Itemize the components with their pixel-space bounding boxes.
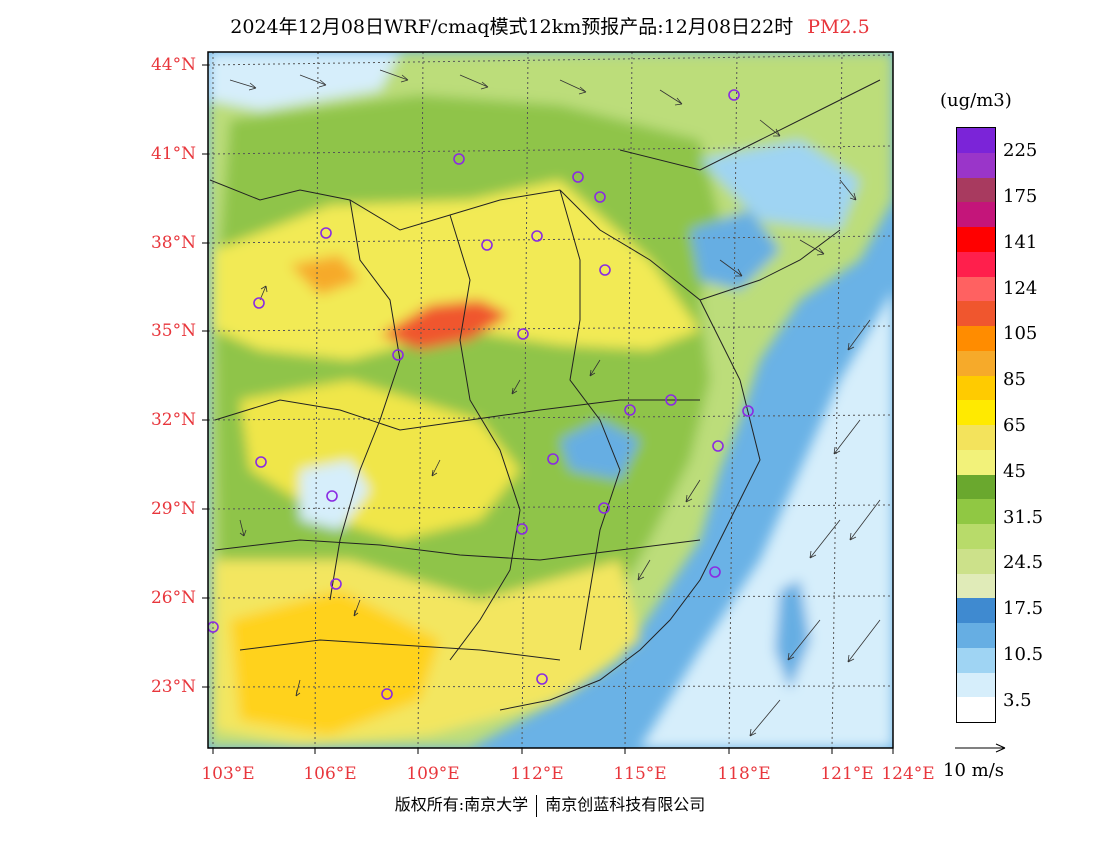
lat-label-26: 26°N [150, 588, 196, 608]
lat-label-35: 35°N [150, 321, 196, 341]
legend-label-31-5: 31.5 [1003, 507, 1044, 528]
color-bar-swatch [957, 623, 995, 648]
color-bar-swatch [957, 573, 995, 599]
province-boundaries [209, 79, 881, 711]
copyright-footer: 版权所有:南京大学 南京创蓝科技有限公司 [0, 791, 1100, 817]
legend-label-10-5: 10.5 [1003, 644, 1044, 665]
lon-label-115: 115°E [613, 764, 667, 784]
color-bar-swatch [957, 647, 995, 673]
color-bar-swatch [957, 524, 995, 549]
lon-label-121: 121°E [820, 764, 874, 784]
legend-label-85: 85 [1003, 369, 1026, 390]
lon-label-118: 118°E [717, 764, 771, 784]
color-bar-swatch [957, 375, 995, 401]
wind-reference-label: 10 m/s [943, 760, 1004, 781]
color-bar-swatch [957, 672, 995, 698]
color-bar [956, 127, 996, 723]
lat-label-38: 38°N [150, 233, 196, 253]
lon-label-112: 112°E [510, 764, 564, 784]
clean-bohai [690, 210, 780, 290]
lon-label-109: 109°E [406, 764, 460, 784]
clean-southeast [560, 420, 640, 480]
copyright-right: 南京创蓝科技有限公司 [545, 795, 706, 814]
hotspot-central [380, 300, 510, 350]
color-bar-swatch [957, 350, 995, 376]
legend-label-124: 124 [1003, 278, 1038, 299]
lon-label-103: 103°E [201, 764, 255, 784]
copyright-left: 版权所有:南京大学 [394, 795, 529, 814]
legend-label-65: 65 [1003, 415, 1026, 436]
title-text: 2024年12月08日WRF/cmaq模式12km预报产品:12月08日22时 [230, 16, 794, 38]
color-bar-swatch [957, 128, 995, 153]
map-frame [207, 51, 894, 749]
taiwan-island [775, 580, 810, 690]
color-bar-swatch [957, 251, 995, 277]
legend-label-45: 45 [1003, 461, 1026, 482]
clean-sichuan-basin [300, 460, 370, 530]
axis-ticks [202, 64, 894, 754]
lat-label-44: 44°N [150, 55, 196, 75]
color-bar-swatch [957, 202, 995, 227]
wind-vectors [229, 69, 881, 737]
legend-label-141: 141 [1003, 232, 1038, 253]
legend-label-225: 225 [1003, 140, 1038, 161]
color-bar-swatch [957, 548, 995, 574]
legend-label-24-5: 24.5 [1003, 552, 1044, 573]
legend-label-175: 175 [1003, 186, 1038, 207]
color-bar-swatch [957, 326, 995, 351]
color-bar-swatch [957, 697, 995, 722]
color-bar-swatch [957, 499, 995, 524]
lat-label-32: 32°N [150, 410, 196, 430]
footer-divider [536, 794, 538, 817]
legend-label-105: 105 [1003, 323, 1038, 344]
legend-unit: (ug/m3) [940, 90, 1012, 111]
color-bar-swatch [957, 301, 995, 326]
lat-label-23: 23°N [150, 677, 196, 697]
color-bar-swatch [957, 474, 995, 500]
color-bar-swatch [957, 598, 995, 623]
color-bar-swatch [957, 177, 995, 203]
legend-label-17-5: 17.5 [1003, 598, 1044, 619]
lat-label-29: 29°N [150, 499, 196, 519]
lon-label-124: 124°E [881, 764, 935, 784]
haze-yellow-north [215, 180, 700, 360]
hotspot-west [290, 255, 360, 295]
city-markers [208, 89, 754, 700]
color-bar-swatch [957, 425, 995, 450]
wind-reference-arrow [955, 743, 1006, 753]
color-bar-swatch [957, 449, 995, 475]
map-title: 2024年12月08日WRF/cmaq模式12km预报产品:12月08日22时 P… [0, 12, 1100, 39]
sea-open [640, 290, 893, 748]
clean-north-edge [208, 52, 400, 110]
lon-label-106: 106°E [303, 764, 357, 784]
color-bar-swatch [957, 152, 995, 178]
graticule [208, 52, 893, 748]
legend-label-3-5: 3.5 [1003, 690, 1032, 711]
color-bar-swatch [957, 227, 995, 252]
pollutant-label: PM2.5 [807, 16, 870, 38]
color-bar-swatch [957, 400, 995, 425]
lat-label-41: 41°N [150, 144, 196, 164]
color-bar-swatch [957, 276, 995, 302]
clean-northeast [700, 140, 860, 230]
